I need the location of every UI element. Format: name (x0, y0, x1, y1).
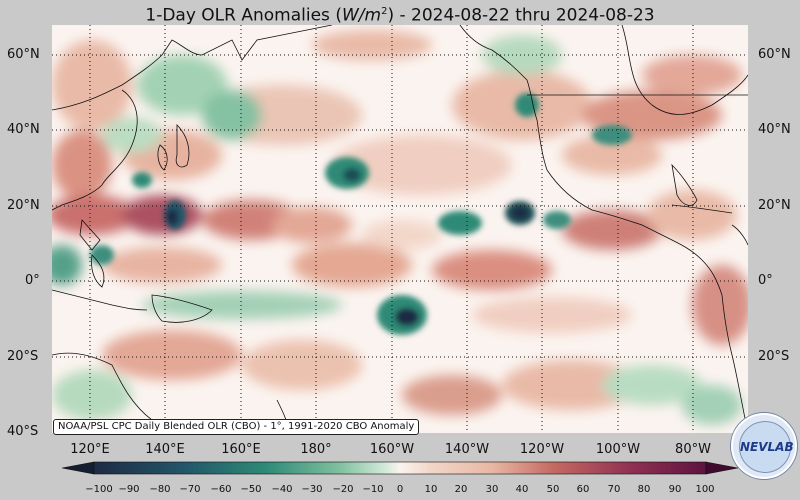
lat-label-left-20s: 20°S (7, 349, 39, 364)
lat-label-left-equator: 0° (25, 273, 40, 288)
graticule (52, 25, 748, 433)
colorbar-tick: −80 (149, 484, 171, 495)
colorbar-tick: −60 (210, 484, 232, 495)
colorbar-tick: 80 (637, 484, 651, 495)
colorbar-tick: 10 (424, 484, 438, 495)
lon-label-160e: 160°E (221, 442, 261, 457)
lon-label-180: 180° (300, 442, 332, 457)
colorbar-tick: 20 (454, 484, 468, 495)
colorbar-tick: 0 (396, 484, 404, 495)
nevlab-logo: NEVLAB (731, 413, 797, 479)
colorbar-tick: −50 (240, 484, 262, 495)
lon-label-80w: 80°W (675, 442, 711, 457)
lat-label-right-equator: 0° (758, 273, 773, 288)
title-unit-exponent: 2 (381, 6, 388, 17)
colorbar-tick: 90 (668, 484, 682, 495)
lon-label-120e: 120°E (70, 442, 110, 457)
title-unit: W/m (341, 5, 382, 26)
logo-text: NEVLAB (739, 421, 794, 473)
title-prefix: 1-Day OLR Anomalies ( (145, 5, 342, 26)
lat-label-right-40n: 40°N (758, 122, 791, 137)
lon-label-120w: 120°W (519, 442, 565, 457)
colorbar-tick: −20 (332, 484, 354, 495)
lat-label-left-20n: 20°N (7, 198, 40, 213)
lat-label-left-40s: 40°S (7, 424, 39, 439)
colorbar-tick: −90 (118, 484, 140, 495)
colorbar-tick: −100 (85, 484, 113, 495)
colorbar-tick: 60 (576, 484, 590, 495)
colorbar-tick: 70 (607, 484, 621, 495)
colorbar (61, 461, 739, 475)
lat-label-right-60n: 60°N (758, 47, 791, 62)
colorbar-tick: −10 (362, 484, 384, 495)
map-title: 1-Day OLR Anomalies (W/m2) - 2024-08-22 … (0, 0, 800, 26)
lon-label-140e: 140°E (145, 442, 185, 457)
colorbar-tick: −40 (271, 484, 293, 495)
colorbar-tick: 40 (515, 484, 529, 495)
olr-anomaly-map (52, 25, 748, 433)
colorbar-tick: −30 (301, 484, 323, 495)
lon-label-140w: 140°W (444, 442, 490, 457)
colorbar-tick: −70 (179, 484, 201, 495)
lat-label-left-60n: 60°N (7, 47, 40, 62)
colorbar-upper-extend (705, 461, 739, 475)
colorbar-tick: 50 (546, 484, 560, 495)
colorbar-tick: 100 (695, 484, 715, 495)
lon-label-100w: 100°W (595, 442, 641, 457)
colorbar-ramp (93, 461, 707, 475)
lat-label-left-40n: 40°N (7, 122, 40, 137)
title-suffix: ) - 2024-08-22 thru 2024-08-23 (387, 5, 655, 26)
data-source-note: NOAA/PSL CPC Daily Blended OLR (CBO) - 1… (53, 419, 420, 435)
convection-cores (90, 93, 632, 335)
colorbar-lower-extend (61, 461, 95, 475)
lat-label-right-20s: 20°S (758, 349, 790, 364)
colorbar-tick: 30 (485, 484, 499, 495)
lon-label-160w: 160°W (369, 442, 415, 457)
lat-label-right-20n: 20°N (758, 198, 791, 213)
